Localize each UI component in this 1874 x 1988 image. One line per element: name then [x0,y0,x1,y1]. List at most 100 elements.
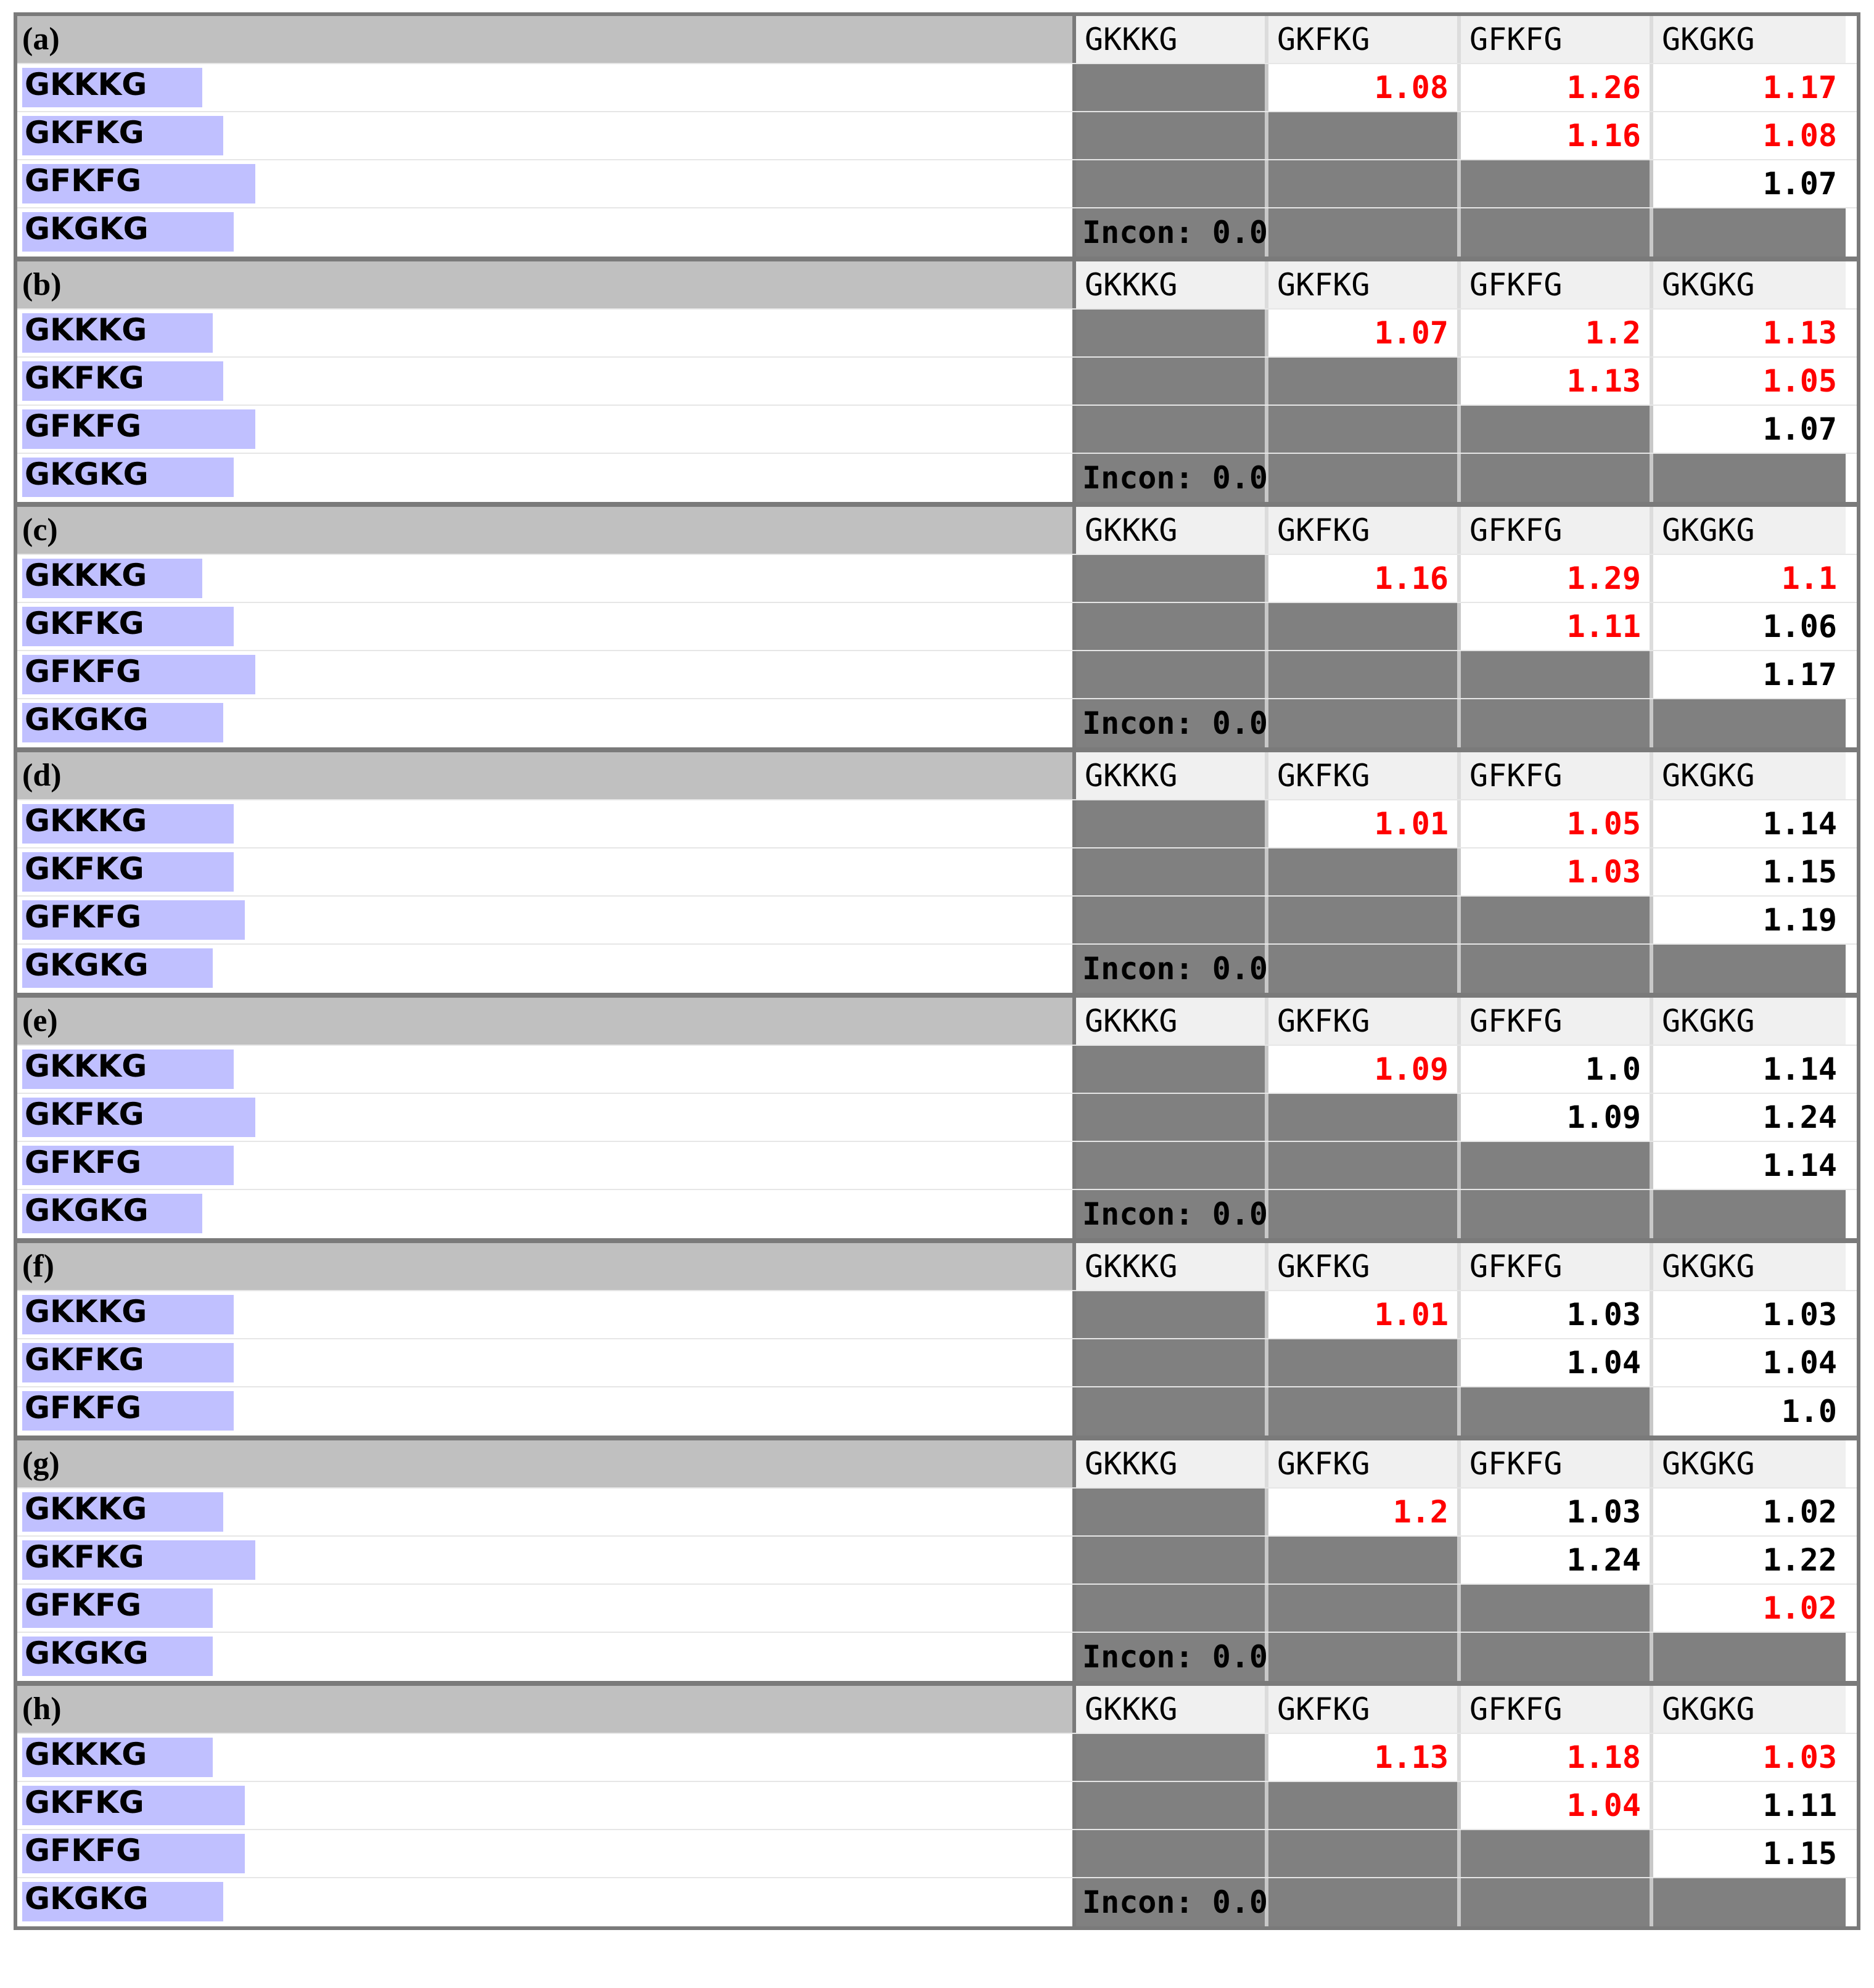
matrix-row[interactable]: GKGKG Incon: 0.00 [17,699,1857,747]
matrix-row[interactable]: GFKFG 1.0 [17,1387,1857,1436]
column-header[interactable]: GKFKG [1268,16,1461,63]
judgment-value[interactable]: 1.09 [1268,1046,1461,1093]
judgment-value[interactable]: 1.03 [1653,1734,1846,1781]
judgment-value[interactable]: 1.03 [1461,1489,1653,1535]
judgment-value[interactable]: 1.0 [1461,1046,1653,1093]
judgment-value[interactable]: 1.01 [1268,800,1461,847]
column-header[interactable]: GFKFG [1461,1686,1653,1733]
judgment-value[interactable]: 1.13 [1461,358,1653,405]
judgment-value[interactable]: 1.04 [1653,1339,1846,1386]
column-header[interactable]: GKFKG [1268,1686,1461,1733]
column-header[interactable]: GFKFG [1461,998,1653,1045]
matrix-row[interactable]: GKKKG 1.08 1.26 1.17 [17,64,1857,112]
judgment-value[interactable]: 1.01 [1268,1291,1461,1338]
judgment-value[interactable]: 1.04 [1461,1782,1653,1829]
judgment-value[interactable]: 1.03 [1461,848,1653,895]
judgment-value[interactable]: 1.14 [1653,1046,1846,1093]
matrix-row[interactable]: GFKFG 1.14 [17,1142,1857,1190]
matrix-row[interactable]: GKKKG 1.01 1.05 1.14 [17,800,1857,848]
judgment-value[interactable]: 1.03 [1461,1291,1653,1338]
judgment-value[interactable]: 1.16 [1268,555,1461,602]
judgment-value[interactable]: 1.11 [1653,1782,1846,1829]
column-header[interactable]: GKGKG [1653,1440,1846,1487]
judgment-value[interactable]: 1.15 [1653,1830,1846,1877]
column-header[interactable]: GKGKG [1653,507,1846,554]
matrix-row[interactable]: GKFKG 1.09 1.24 [17,1094,1857,1142]
judgment-value[interactable]: 1.07 [1268,310,1461,356]
column-header[interactable]: GKGKG [1653,752,1846,799]
judgment-value[interactable]: 1.26 [1461,64,1653,111]
judgment-value[interactable]: 1.02 [1653,1489,1846,1535]
column-header[interactable]: GKGKG [1653,1243,1846,1290]
judgment-value[interactable]: 1.08 [1268,64,1461,111]
column-header[interactable]: GFKFG [1461,507,1653,554]
matrix-row[interactable]: GKFKG 1.04 1.11 [17,1782,1857,1830]
column-header[interactable]: GKKKG [1076,1440,1268,1487]
column-header[interactable]: GKKKG [1076,1243,1268,1290]
column-header[interactable]: GFKFG [1461,261,1653,308]
matrix-row[interactable]: GKGKG Incon: 0.00 [17,1190,1857,1238]
judgment-value[interactable]: 1.04 [1461,1339,1653,1386]
column-header[interactable]: GFKFG [1461,1440,1653,1487]
column-header[interactable]: GKKKG [1076,507,1268,554]
judgment-value[interactable]: 1.02 [1653,1585,1846,1632]
matrix-row[interactable]: GKFKG 1.13 1.05 [17,358,1857,406]
judgment-value[interactable]: 1.17 [1653,64,1846,111]
column-header[interactable]: GKKKG [1076,752,1268,799]
column-header[interactable]: GKFKG [1268,1243,1461,1290]
column-header[interactable]: GKGKG [1653,261,1846,308]
judgment-value[interactable]: 1.14 [1653,1142,1846,1189]
judgment-value[interactable]: 1.11 [1461,603,1653,650]
judgment-value[interactable]: 1.18 [1461,1734,1653,1781]
matrix-row[interactable]: GKGKG Incon: 0.00 [17,1878,1857,1926]
column-header[interactable]: GKGKG [1653,1686,1846,1733]
matrix-row[interactable]: GKKKG 1.01 1.03 1.03 [17,1291,1857,1339]
matrix-row[interactable]: GKFKG 1.24 1.22 [17,1537,1857,1585]
matrix-row[interactable]: GKGKG Incon: 0.00 [17,945,1857,993]
matrix-row[interactable]: GKKKG 1.09 1.0 1.14 [17,1046,1857,1094]
matrix-row[interactable]: GFKFG 1.17 [17,651,1857,699]
column-header[interactable]: GKKKG [1076,998,1268,1045]
judgment-value[interactable]: 1.13 [1268,1734,1461,1781]
judgment-value[interactable]: 1.06 [1653,603,1846,650]
judgment-value[interactable]: 1.2 [1461,310,1653,356]
matrix-row[interactable]: GKFKG 1.16 1.08 [17,112,1857,160]
judgment-value[interactable]: 1.17 [1653,651,1846,698]
judgment-value[interactable]: 1.05 [1653,358,1846,405]
judgment-value[interactable]: 1.1 [1653,555,1846,602]
matrix-row[interactable]: GKKKG 1.13 1.18 1.03 [17,1734,1857,1782]
judgment-value[interactable]: 1.07 [1653,160,1846,207]
matrix-row[interactable]: GKGKG Incon: 0.00 [17,208,1857,257]
matrix-row[interactable]: GKGKG Incon: 0.00 [17,454,1857,502]
judgment-value[interactable]: 1.05 [1461,800,1653,847]
judgment-value[interactable]: 1.19 [1653,897,1846,943]
judgment-value[interactable]: 1.13 [1653,310,1846,356]
judgment-value[interactable]: 1.08 [1653,112,1846,159]
matrix-row[interactable]: GFKFG 1.07 [17,406,1857,454]
column-header[interactable]: GKGKG [1653,998,1846,1045]
column-header[interactable]: GKKKG [1076,16,1268,63]
judgment-value[interactable]: 1.07 [1653,406,1846,453]
judgment-value[interactable]: 1.2 [1268,1489,1461,1535]
column-header[interactable]: GKGKG [1653,16,1846,63]
matrix-row[interactable]: GKFKG 1.03 1.15 [17,848,1857,897]
column-header[interactable]: GFKFG [1461,16,1653,63]
column-header[interactable]: GFKFG [1461,752,1653,799]
column-header[interactable]: GKFKG [1268,1440,1461,1487]
judgment-value[interactable]: 1.29 [1461,555,1653,602]
judgment-value[interactable]: 1.24 [1461,1537,1653,1583]
matrix-row[interactable]: GFKFG 1.02 [17,1585,1857,1633]
judgment-value[interactable]: 1.15 [1653,848,1846,895]
judgment-value[interactable]: 1.24 [1653,1094,1846,1141]
matrix-row[interactable]: GFKFG 1.15 [17,1830,1857,1878]
column-header[interactable]: GKFKG [1268,261,1461,308]
judgment-value[interactable]: 1.22 [1653,1537,1846,1583]
matrix-row[interactable]: GKGKG Incon: 0.00 [17,1633,1857,1681]
matrix-row[interactable]: GKFKG 1.11 1.06 [17,603,1857,651]
column-header[interactable]: GFKFG [1461,1243,1653,1290]
matrix-row[interactable]: GKKKG 1.07 1.2 1.13 [17,310,1857,358]
matrix-row[interactable]: GKKKG 1.2 1.03 1.02 [17,1489,1857,1537]
judgment-value[interactable]: 1.03 [1653,1291,1846,1338]
matrix-row[interactable]: GFKFG 1.07 [17,160,1857,208]
judgment-value[interactable]: 1.16 [1461,112,1653,159]
